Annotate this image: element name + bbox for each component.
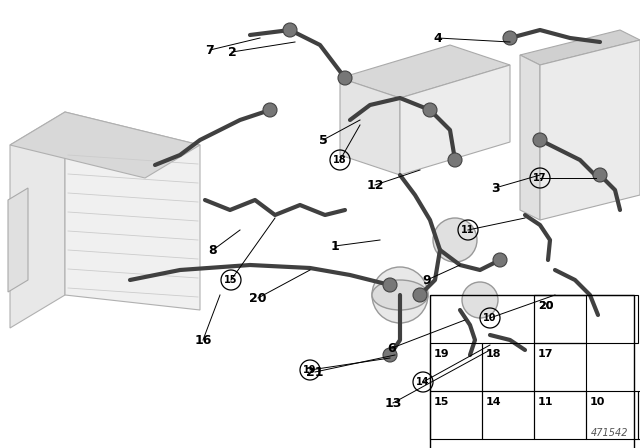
Text: 3: 3 [491, 181, 499, 194]
Polygon shape [8, 188, 28, 292]
Text: 11: 11 [461, 225, 475, 235]
Text: 7: 7 [205, 43, 214, 56]
Bar [534, 391, 586, 439]
Circle shape [462, 282, 498, 318]
Polygon shape [340, 45, 510, 98]
Text: 6: 6 [388, 341, 396, 354]
Text: 4: 4 [434, 31, 442, 44]
Text: 19: 19 [303, 365, 317, 375]
Text: 21: 21 [307, 366, 324, 379]
Text: 20: 20 [538, 301, 554, 311]
Text: 20: 20 [538, 301, 554, 311]
Circle shape [338, 71, 352, 85]
Text: 14: 14 [486, 397, 502, 407]
Text: 2: 2 [228, 46, 236, 59]
Text: 1: 1 [331, 240, 339, 253]
Text: 10: 10 [483, 313, 497, 323]
Polygon shape [400, 65, 510, 175]
Text: 18: 18 [486, 349, 502, 359]
Polygon shape [340, 78, 400, 175]
Bar [430, 343, 482, 391]
Circle shape [423, 103, 437, 117]
Polygon shape [520, 30, 640, 65]
Text: 9: 9 [422, 273, 431, 287]
Bar [430, 391, 482, 439]
Bar [638, 391, 640, 439]
Text: 18: 18 [333, 155, 347, 165]
Bar [482, 343, 534, 391]
Circle shape [413, 288, 427, 302]
Text: 10: 10 [590, 397, 605, 407]
Text: 15: 15 [434, 397, 449, 407]
Circle shape [372, 267, 428, 323]
Circle shape [283, 23, 297, 37]
Bar [430, 295, 634, 448]
Circle shape [593, 168, 607, 182]
Text: 19: 19 [434, 349, 450, 359]
Polygon shape [540, 40, 640, 220]
Text: 13: 13 [384, 396, 402, 409]
Circle shape [448, 153, 462, 167]
Circle shape [383, 348, 397, 362]
Text: 16: 16 [195, 333, 212, 346]
Bar [586, 391, 638, 439]
Polygon shape [10, 112, 65, 328]
Bar [534, 295, 586, 343]
Text: 471542: 471542 [591, 428, 628, 438]
Polygon shape [520, 55, 540, 220]
Text: 20: 20 [249, 292, 267, 305]
Text: 14: 14 [416, 377, 429, 387]
Polygon shape [10, 112, 200, 178]
Text: 17: 17 [533, 173, 547, 183]
Bar [534, 295, 638, 343]
Circle shape [493, 253, 507, 267]
Polygon shape [65, 112, 200, 310]
Circle shape [263, 103, 277, 117]
Bar [534, 343, 586, 391]
Text: 17: 17 [538, 349, 554, 359]
Circle shape [383, 278, 397, 292]
Ellipse shape [372, 280, 428, 310]
Circle shape [503, 31, 517, 45]
Text: 15: 15 [224, 275, 237, 285]
Text: 5: 5 [319, 134, 328, 146]
Bar [482, 391, 534, 439]
Text: 8: 8 [209, 244, 218, 257]
Circle shape [433, 218, 477, 262]
Circle shape [533, 133, 547, 147]
Text: 11: 11 [538, 397, 554, 407]
Text: 12: 12 [366, 178, 384, 191]
